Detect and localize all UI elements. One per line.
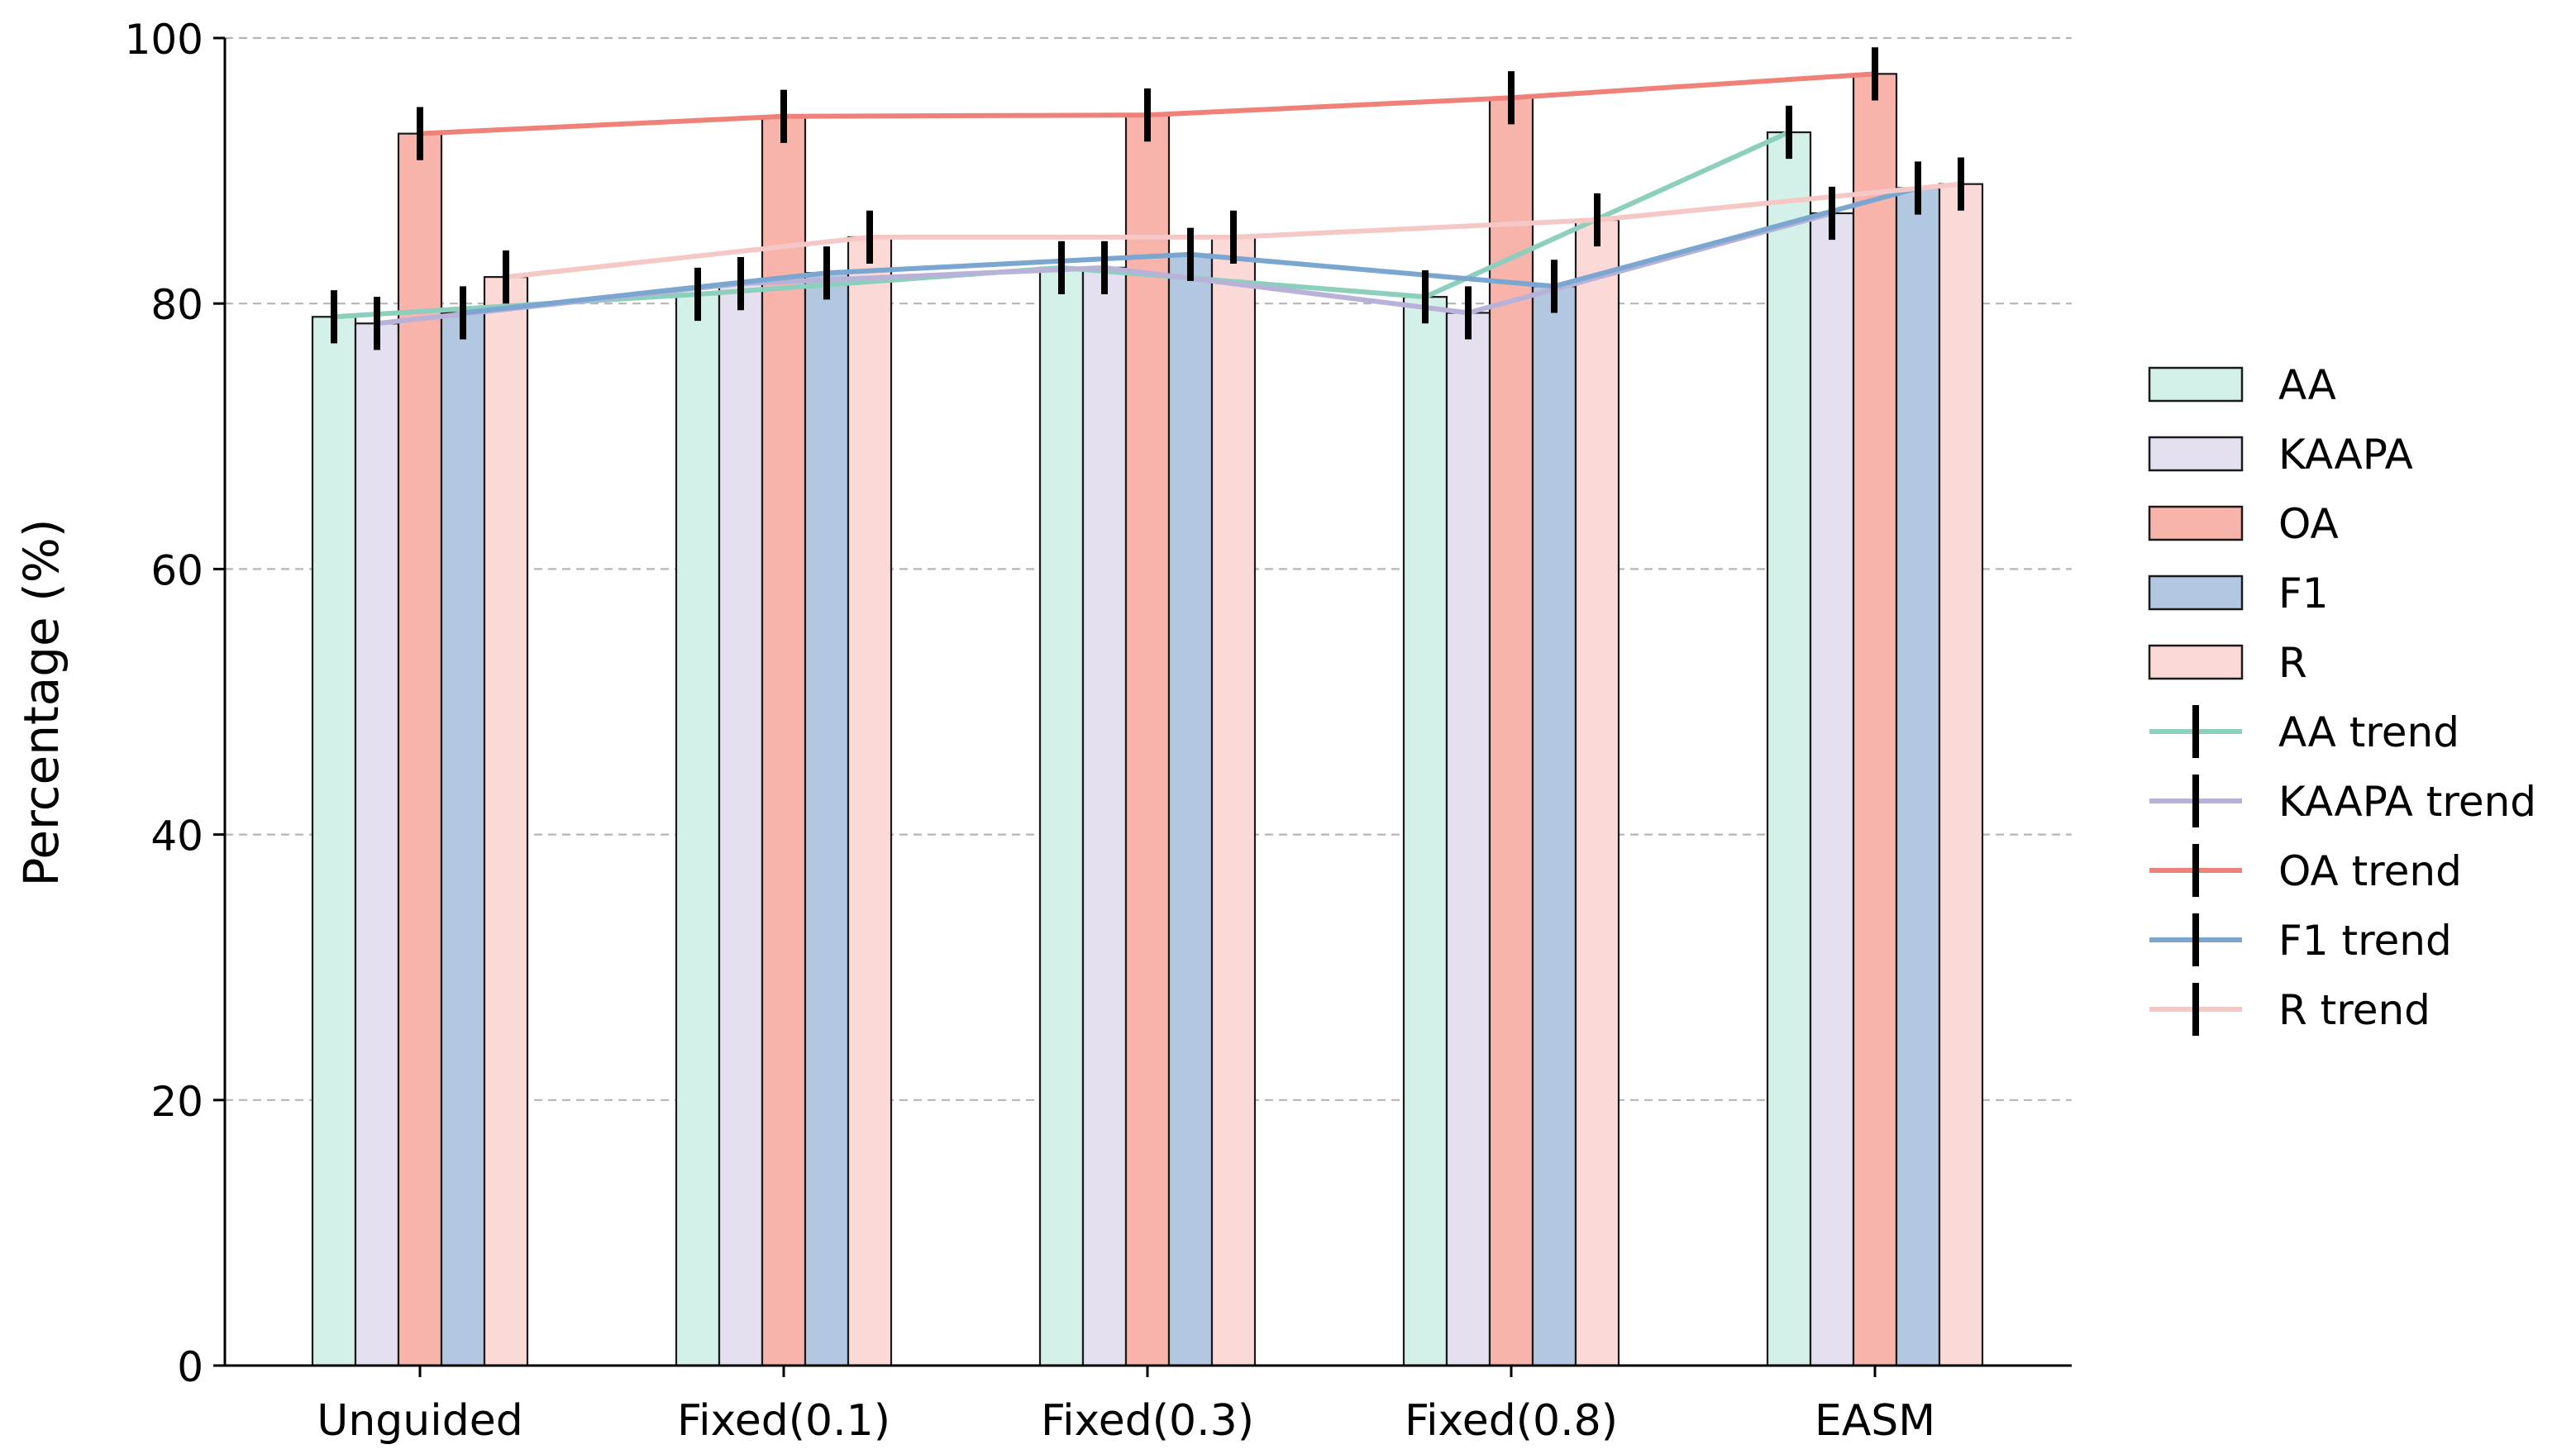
bar-oa-fixed-0-8	[1488, 97, 1534, 1367]
bar-r-fixed-0-1	[847, 236, 893, 1367]
x-tick-label-fixed-0-1: Fixed(0.1)	[677, 1396, 890, 1446]
legend: AA KAAPA OA F1 R AA trend KAAPA trend OA trend F…	[2148, 361, 2536, 1036]
x-tick-label-easm: EASM	[1815, 1396, 1935, 1446]
bars-layer	[311, 73, 1984, 1367]
x-tick-label-fixed-0-8: Fixed(0.8)	[1405, 1396, 1618, 1446]
legend-label-kaapa: KAAPA	[2278, 431, 2413, 479]
legend-label-f1-trend: F1 trend	[2278, 917, 2452, 965]
bar-kaapa-unguided	[354, 322, 400, 1367]
bar-f1-unguided	[440, 312, 486, 1367]
grid-layer	[225, 36, 2072, 1101]
legend-swatch-aa	[2148, 366, 2244, 403]
bar-oa-fixed-0-3	[1124, 114, 1171, 1367]
y-tick-label-100: 100	[125, 16, 203, 64]
legend-label-aa-trend: AA trend	[2278, 708, 2459, 756]
bar-r-fixed-0-8	[1574, 218, 1620, 1367]
legend-swatch-kaapa	[2148, 436, 2244, 472]
bar-kaapa-fixed-0-8	[1445, 312, 1491, 1367]
x-tick-label-unguided: Unguided	[317, 1396, 522, 1446]
bar-oa-easm	[1852, 73, 1898, 1367]
bar-kaapa-easm	[1809, 212, 1855, 1367]
legend-swatch-r	[2148, 644, 2244, 680]
bar-aa-fixed-0-1	[675, 293, 721, 1367]
y-tick-label-0: 0	[177, 1343, 203, 1391]
error-bars-layer	[331, 47, 1964, 350]
bar-r-easm	[1938, 183, 1984, 1367]
bar-f1-fixed-0-3	[1167, 253, 1214, 1367]
y-axis-label: Percentage (%)	[13, 518, 69, 886]
y-tick-label-20: 20	[150, 1078, 203, 1126]
bar-f1-fixed-0-1	[804, 272, 850, 1367]
legend-label-oa: OA	[2278, 500, 2339, 548]
bar-r-fixed-0-3	[1210, 236, 1257, 1367]
bar-f1-easm	[1895, 187, 1941, 1367]
legend-label-r: R	[2278, 639, 2307, 687]
bar-aa-easm	[1766, 131, 1812, 1367]
axes-layer: Percentage (%) 0 20 40 60 80 100 Unguided Fixed…	[13, 16, 2072, 1446]
bar-kaapa-fixed-0-3	[1081, 266, 1128, 1367]
y-tick-label-60: 60	[150, 546, 203, 594]
bar-aa-unguided	[311, 316, 357, 1367]
legend-label-f1: F1	[2278, 570, 2329, 617]
legend-label-kaapa-trend: KAAPA trend	[2278, 778, 2536, 826]
legend-swatch-f1	[2148, 574, 2244, 611]
bar-oa-fixed-0-1	[761, 115, 807, 1367]
bar-f1-fixed-0-8	[1531, 285, 1577, 1367]
bar-kaapa-fixed-0-1	[718, 283, 764, 1367]
legend-swatch-oa	[2148, 505, 2244, 541]
bar-aa-fixed-0-8	[1402, 296, 1448, 1367]
legend-label-aa: AA	[2278, 361, 2336, 409]
legend-label-oa-trend: OA trend	[2278, 847, 2462, 895]
y-tick-label-80: 80	[150, 281, 203, 329]
x-tick-label-fixed-0-3: Fixed(0.3)	[1041, 1396, 1254, 1446]
bar-aa-fixed-0-3	[1038, 266, 1085, 1367]
legend-label-r-trend: R trend	[2278, 986, 2431, 1034]
bar-r-unguided	[483, 275, 529, 1367]
y-tick-label-40: 40	[150, 813, 203, 860]
